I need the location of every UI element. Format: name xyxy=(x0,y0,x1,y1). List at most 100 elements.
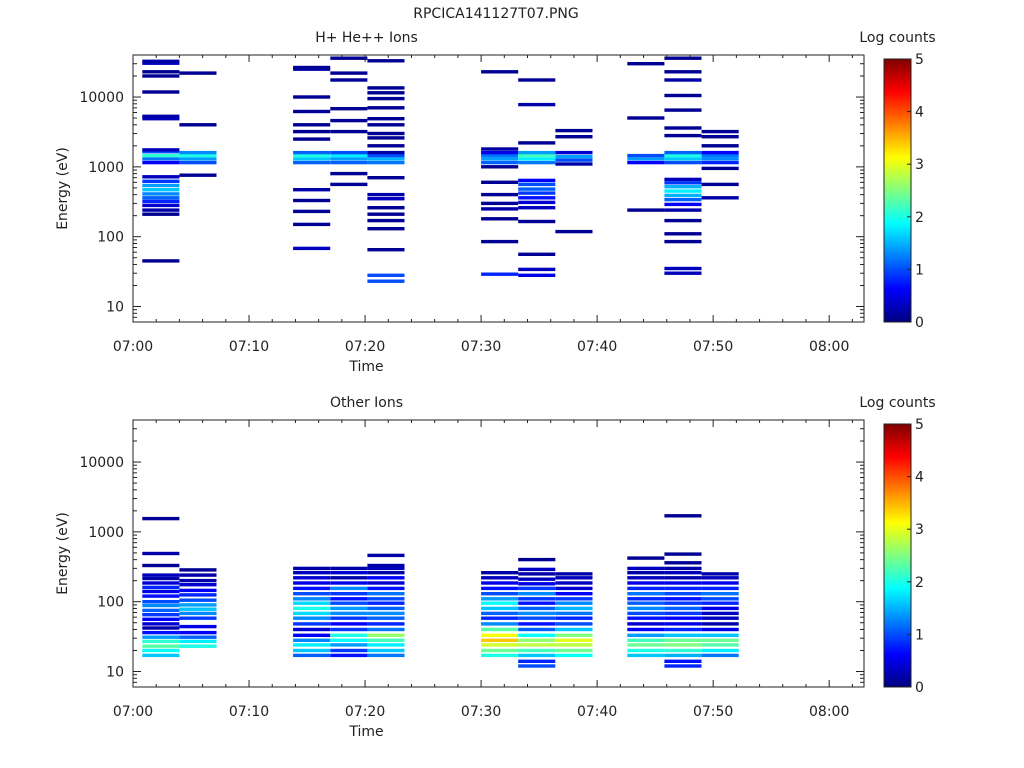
heatmap-cell xyxy=(481,150,519,155)
heatmap-cell xyxy=(367,106,405,110)
colorbar xyxy=(883,423,912,688)
heatmap-cell xyxy=(367,606,405,611)
heatmap-cell xyxy=(701,606,739,611)
heatmap-cell xyxy=(481,239,519,244)
heatmap-cell xyxy=(293,648,331,653)
heatmap-cell xyxy=(179,593,217,597)
heatmap-cell xyxy=(518,611,556,616)
heatmap-cell xyxy=(142,196,180,200)
heatmap-cell xyxy=(367,153,405,158)
heatmap-cell xyxy=(664,56,702,60)
heatmap-cell xyxy=(701,622,739,626)
heatmap-cell xyxy=(367,638,405,642)
heatmap-cell xyxy=(367,592,405,596)
heatmap-cell xyxy=(142,157,180,161)
x-axis-label: Time xyxy=(348,359,383,375)
heatmap-cell xyxy=(664,177,702,182)
heatmap-cell xyxy=(330,606,368,611)
heatmap-cell xyxy=(330,150,368,155)
heatmap-cell xyxy=(701,182,739,187)
plot-frame xyxy=(132,54,865,323)
colorbar-tick-label: 0 xyxy=(915,680,924,696)
x-tick-label: 07:10 xyxy=(229,339,269,355)
heatmap-cell xyxy=(481,597,519,601)
heatmap-cell xyxy=(627,597,665,601)
heatmap-cell xyxy=(664,659,702,663)
heatmap-cell xyxy=(142,648,180,653)
heatmap-cell xyxy=(518,577,556,581)
heatmap-cell xyxy=(293,246,331,251)
heatmap-cell xyxy=(481,616,519,620)
heatmap-cell xyxy=(142,626,180,630)
heatmap-cell xyxy=(664,189,702,193)
heatmap-cell xyxy=(293,597,331,601)
heatmap-cell xyxy=(330,78,368,82)
heatmap-cell xyxy=(142,117,180,121)
heatmap-cell xyxy=(179,630,217,635)
heatmap-cell xyxy=(701,135,739,139)
heatmap-cell xyxy=(330,633,368,637)
heatmap-cell xyxy=(627,586,665,591)
heatmap-cell xyxy=(367,206,405,210)
heatmap-cell xyxy=(367,131,405,136)
heatmap-cell xyxy=(555,229,593,234)
heatmap-cell xyxy=(518,643,556,647)
heatmap-cell xyxy=(481,571,519,575)
heatmap-cell xyxy=(330,597,368,601)
heatmap-cell xyxy=(330,171,368,176)
heatmap-cell xyxy=(481,180,519,184)
heatmap-cell xyxy=(627,566,665,571)
x-tick-label: 07:00 xyxy=(113,704,153,720)
heatmap-cell xyxy=(701,633,739,637)
heatmap-cell xyxy=(664,653,702,658)
heatmap-cell xyxy=(293,95,331,99)
heatmap-cell xyxy=(293,129,331,134)
heatmap-cell xyxy=(518,622,556,626)
heatmap-cell xyxy=(664,271,702,275)
heatmap-cell xyxy=(367,123,405,127)
heatmap-cell xyxy=(518,153,556,158)
heatmap-cell xyxy=(701,601,739,605)
heatmap-cell xyxy=(481,653,519,658)
heatmap-cell xyxy=(627,633,665,637)
heatmap-cell xyxy=(142,175,180,179)
heatmap-cell xyxy=(330,611,368,616)
heatmap-cell xyxy=(142,563,180,568)
heatmap-cell xyxy=(142,90,180,94)
heatmap-cell xyxy=(367,586,405,591)
heatmap-cell xyxy=(664,566,702,571)
heatmap-cell xyxy=(481,160,519,165)
colorbar-tick-label: 5 xyxy=(915,52,924,68)
heatmap-cell xyxy=(481,648,519,653)
heatmap-cell xyxy=(518,219,556,224)
heatmap-cell xyxy=(664,239,702,244)
heatmap-cell xyxy=(367,633,405,637)
heatmap-cell xyxy=(701,150,739,155)
heatmap-cell xyxy=(664,193,702,198)
heatmap-cell xyxy=(664,648,702,653)
heatmap-cell xyxy=(518,597,556,601)
heatmap-cell xyxy=(664,133,702,138)
heatmap-cell xyxy=(142,551,180,556)
heatmap-cell xyxy=(664,218,702,223)
y-axis-label: Energy (eV) xyxy=(55,147,71,230)
heatmap-cell xyxy=(518,653,556,658)
heatmap-cell xyxy=(481,165,519,169)
y-tick-label: 1000 xyxy=(88,160,124,176)
heatmap-cell xyxy=(518,638,556,642)
heatmap-cell xyxy=(293,153,331,158)
heatmap-cell xyxy=(664,561,702,565)
heatmap-cell xyxy=(142,644,180,648)
heatmap-cell xyxy=(367,576,405,580)
heatmap-cell xyxy=(518,182,556,187)
heatmap-cell xyxy=(627,576,665,580)
heatmap-cell xyxy=(627,627,665,632)
heatmap-cell xyxy=(664,208,702,212)
heatmap-cell xyxy=(179,616,217,620)
heatmap-cell xyxy=(367,279,405,283)
heatmap-cell xyxy=(481,70,519,74)
plot-frame xyxy=(132,419,865,688)
heatmap-cell xyxy=(701,166,739,171)
heatmap-cell xyxy=(142,581,180,585)
heatmap-cell xyxy=(664,514,702,518)
